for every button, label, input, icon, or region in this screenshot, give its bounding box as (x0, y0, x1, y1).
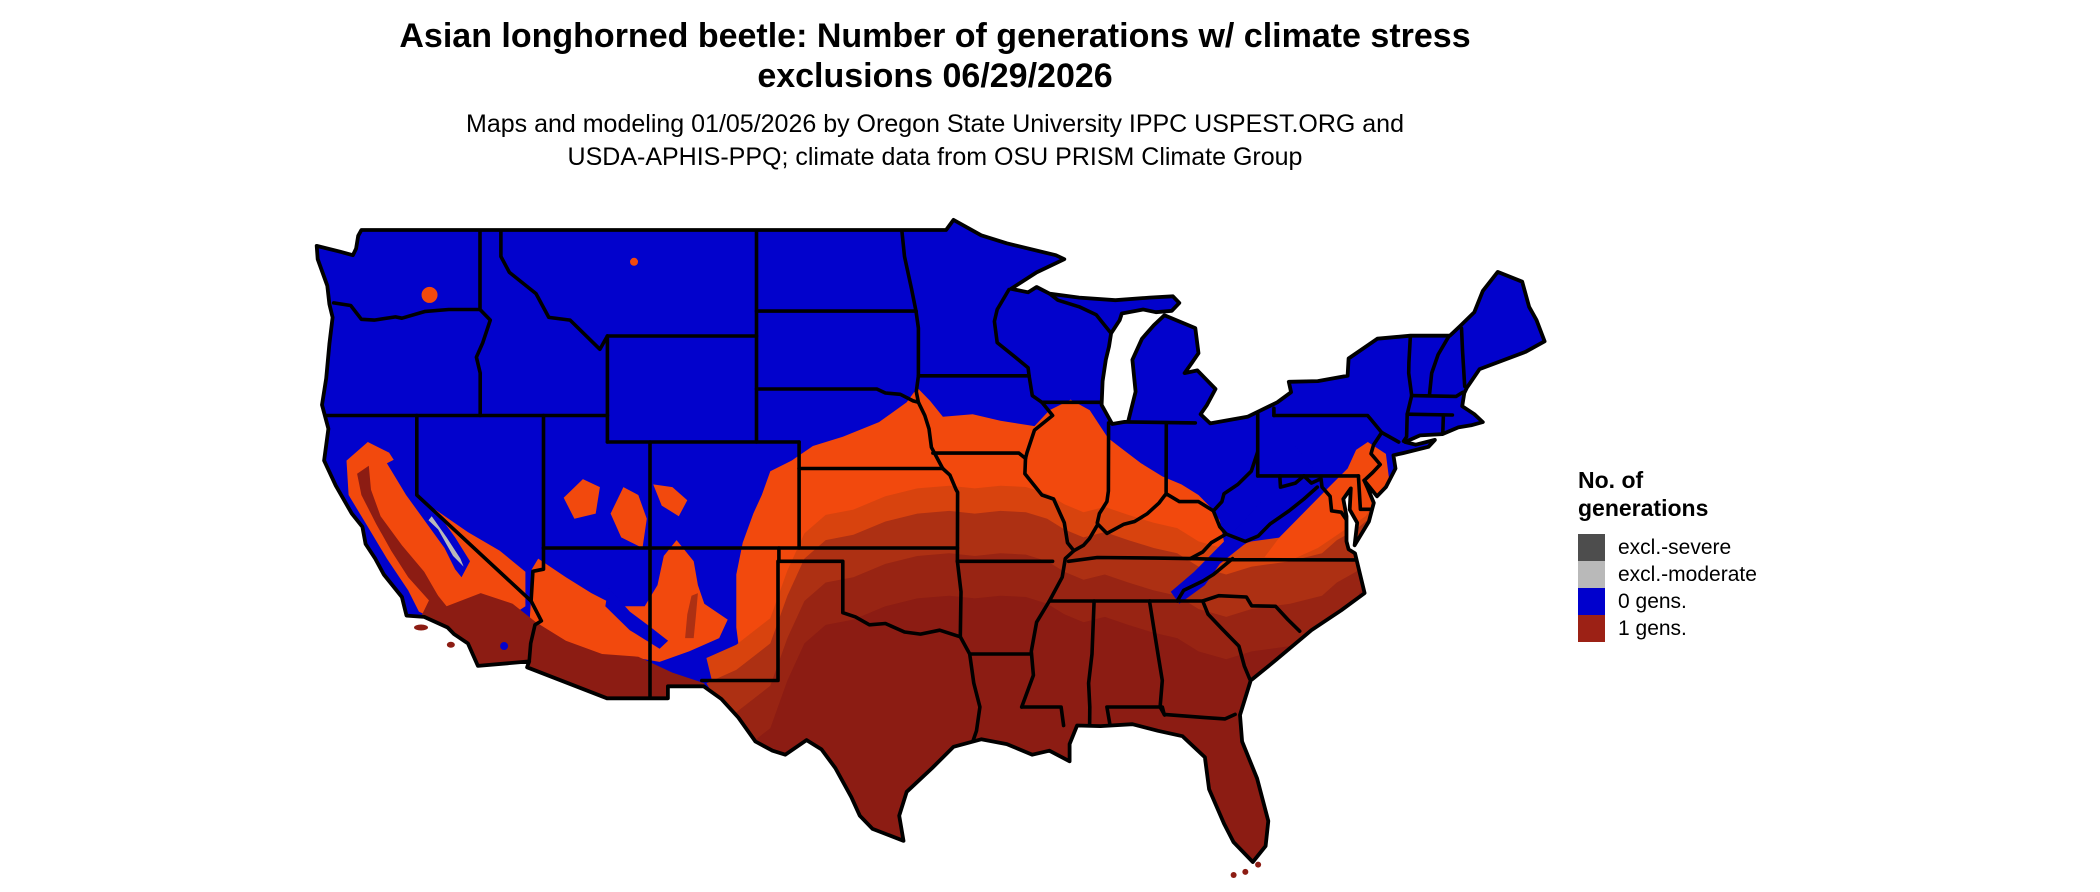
legend-item: 0 gens. (1578, 588, 1757, 615)
map-title-line2: exclusions 06/29/2026 (757, 57, 1113, 95)
map-subtitle: Maps and modeling 01/05/2026 by Oregon S… (0, 108, 1870, 174)
map-subtitle-line1: Maps and modeling 01/05/2026 by Oregon S… (466, 110, 1404, 138)
legend-items: excl.-severe excl.-moderate 0 gens. 1 gens. (1578, 534, 1757, 642)
legend-title: No. of generations (1578, 466, 1757, 522)
legend-title-line2: generations (1578, 495, 1709, 521)
map-title-line1: Asian longhorned beetle: Number of gener… (399, 17, 1471, 55)
map-subtitle-line2: USDA-APHIS-PPQ; climate data from OSU PR… (567, 143, 1303, 171)
map-title: Asian longhorned beetle: Number of gener… (0, 16, 1870, 96)
legend-item: excl.-moderate (1578, 561, 1757, 588)
legend-label: 1 gens. (1618, 617, 1687, 640)
legend-item: 1 gens. (1578, 615, 1757, 642)
legend-swatch-1 (1578, 561, 1605, 588)
legend-label: excl.-moderate (1618, 563, 1757, 586)
legend-swatch-3 (1578, 615, 1605, 642)
legend-swatch-0 (1578, 534, 1605, 561)
legend-label: excl.-severe (1618, 536, 1732, 559)
legend-swatch-2 (1578, 588, 1605, 615)
legend-item: excl.-severe (1578, 534, 1757, 561)
legend-title-line1: No. of (1578, 467, 1644, 493)
legend-label: 0 gens. (1618, 590, 1687, 613)
legend: No. of generations excl.-severe excl.-mod… (1578, 466, 1757, 642)
